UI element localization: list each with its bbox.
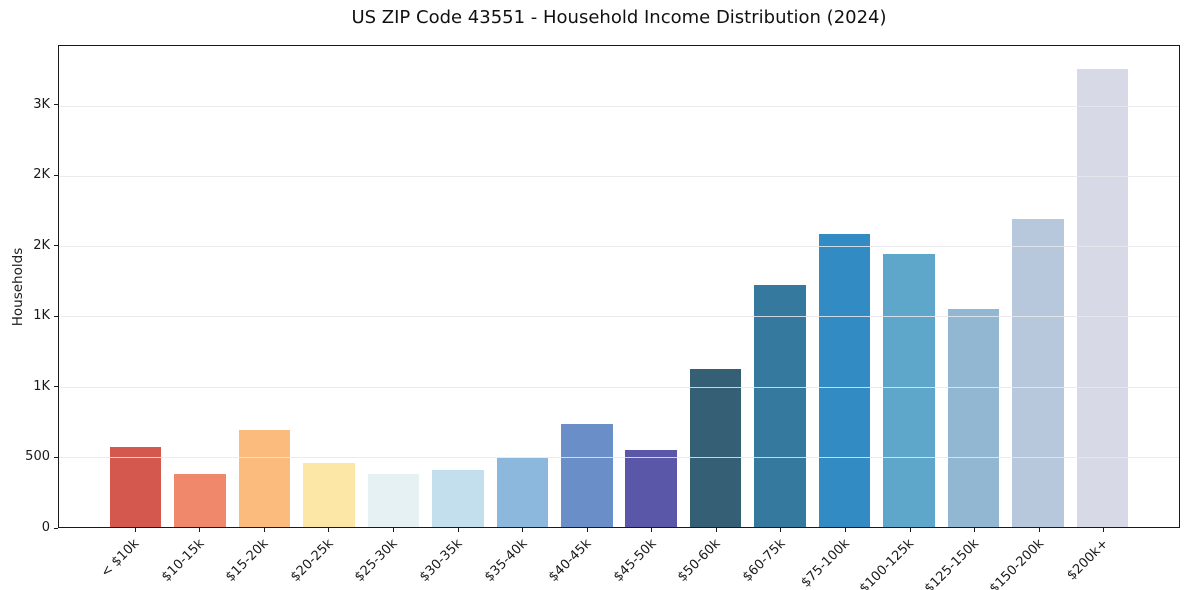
x-tick-mark [844,528,846,532]
x-tick-label: $200k+ [1064,536,1112,584]
bar-$35-40k [496,458,549,527]
x-tick-mark [263,528,265,532]
x-tick-mark [909,528,911,532]
y-tick-mark [54,386,58,388]
y-tick-label: 2K [33,167,50,183]
x-tick-mark [1103,528,1105,532]
x-tick-label: $40-45k [546,536,595,585]
x-tick-label: $30-35k [417,536,466,585]
bar-$45-50k [625,450,677,527]
x-tick-label: $45-50k [610,536,660,585]
x-tick-label: $100-125k [857,536,918,590]
bar-$30-35k [432,470,484,527]
gridline-y3000 [59,105,1179,107]
x-tick-mark [715,528,717,532]
x-tick-label: $35-40k [481,536,531,585]
bar-$25-30k [367,473,420,527]
x-tick-label: $15-20k [223,536,272,585]
y-tick-label: 1K [33,308,50,324]
x-tick-mark [780,528,782,532]
x-tick-mark [586,528,588,532]
x-tick-mark [651,528,653,532]
bar-$150-200k [1012,218,1064,527]
x-tick-mark [134,528,136,532]
y-tick-label: 1K [33,378,50,394]
x-tick-label: $50-60k [675,536,724,585]
bar-$60-75k [754,285,806,527]
x-tick-label: $25-30k [352,536,401,585]
bar-$125-150k [947,309,1000,527]
gridline-y1000 [59,386,1179,388]
x-tick-label: < $10k [98,536,143,581]
bar-$100-125k [883,253,935,527]
y-tick-mark [54,104,58,106]
gridline-y500 [59,456,1179,458]
y-tick-mark [54,315,58,317]
x-tick-mark [457,528,459,532]
y-tick-mark [54,174,58,176]
y-tick-mark [54,527,58,529]
bar-$200k+ [1076,69,1129,527]
x-tick-mark [199,528,201,532]
bar-$50-60k [689,369,742,527]
y-tick-mark [54,245,58,247]
bar-< $10k [109,446,162,527]
x-tick-label: $125-150k [921,536,982,590]
chart-title: US ZIP Code 43551 - Household Income Dis… [351,7,887,28]
bar-$20-25k [303,463,355,527]
x-tick-label: $75-100k [798,536,853,590]
gridline-y2500 [59,175,1179,177]
y-tick-label: 2K [33,237,50,253]
x-tick-mark [522,528,524,532]
x-tick-label: $10-15k [158,536,208,585]
bar-$15-20k [238,430,291,527]
y-tick-label: 0 [41,520,50,535]
y-tick-label: 500 [25,449,50,465]
x-tick-mark [1038,528,1040,532]
bar-$40-45k [561,423,613,527]
x-tick-label: $60-75k [739,536,789,585]
bar-$10-15k [174,474,226,527]
y-tick-label: 3K [33,96,50,112]
plot-area [58,45,1180,528]
x-tick-label: $150-200k [986,536,1047,590]
y-tick-mark [54,456,58,458]
x-tick-mark [328,528,330,532]
x-tick-mark [974,528,976,532]
gridline-y2000 [59,246,1179,248]
gridline-y1500 [59,316,1179,318]
bar-$75-100k [818,233,871,527]
x-tick-mark [393,528,395,532]
x-tick-label: $20-25k [287,536,337,585]
